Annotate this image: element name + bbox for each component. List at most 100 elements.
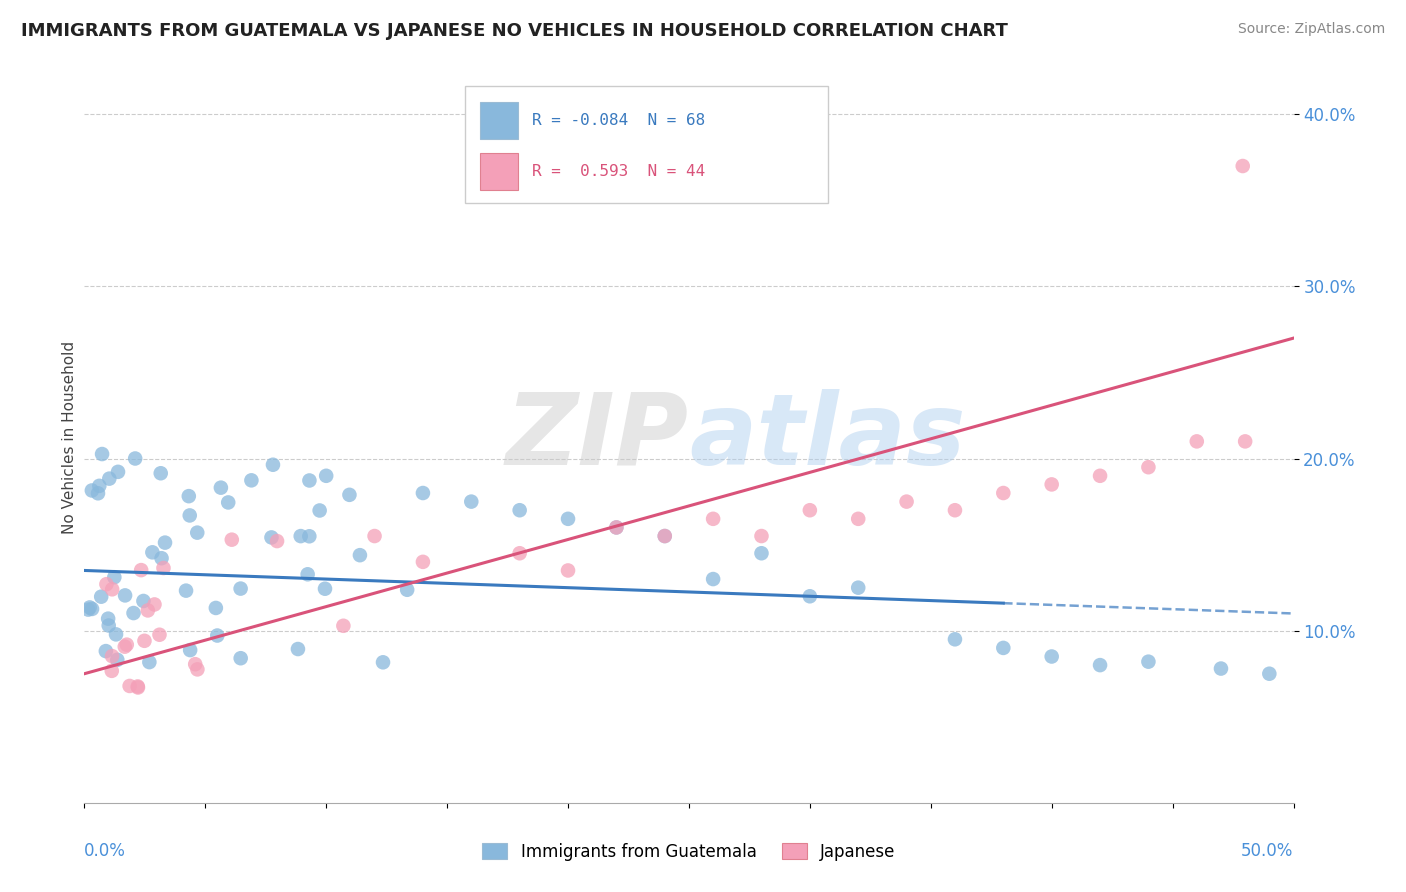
Point [136, 603, 159, 617]
Point [87, 486, 110, 500]
Point [134, 633, 156, 648]
Point [79, 600, 101, 615]
Point [266, 534, 288, 549]
Point [412, 486, 434, 500]
Point [605, 520, 627, 534]
Point [240, 473, 263, 487]
Text: ZIP: ZIP [506, 389, 689, 485]
Point [186, 525, 208, 540]
Point [118, 679, 141, 693]
Point [217, 495, 239, 509]
Point [314, 582, 336, 596]
Point [207, 628, 229, 642]
Point [100, 664, 122, 678]
Point [209, 481, 232, 495]
Text: R = -0.084  N = 68: R = -0.084 N = 68 [531, 113, 704, 128]
Point [138, 655, 160, 669]
Point [101, 582, 124, 597]
Point [90, 590, 112, 604]
Point [702, 512, 724, 526]
Point [1088, 658, 1111, 673]
Point [184, 657, 207, 672]
Text: 50.0%: 50.0% [1241, 842, 1294, 860]
Point [143, 598, 166, 612]
Point [363, 529, 385, 543]
Point [179, 643, 201, 657]
Point [229, 582, 252, 596]
Point [174, 583, 197, 598]
Point [846, 512, 869, 526]
Point [1137, 655, 1160, 669]
Point [846, 581, 869, 595]
Point [97, 618, 120, 632]
Point [799, 589, 821, 603]
Point [124, 451, 146, 466]
Legend: Immigrants from Guatemala, Japanese: Immigrants from Guatemala, Japanese [475, 837, 903, 868]
Point [127, 680, 149, 694]
Point [141, 545, 163, 559]
Point [262, 458, 284, 472]
Point [1137, 460, 1160, 475]
Point [177, 489, 200, 503]
Point [97, 612, 120, 626]
Point [339, 488, 361, 502]
Point [371, 656, 394, 670]
Point [799, 503, 821, 517]
Point [101, 649, 124, 664]
Point [89, 479, 111, 493]
Point [654, 529, 676, 543]
Point [605, 520, 627, 534]
Point [396, 582, 419, 597]
Point [221, 533, 243, 547]
Point [290, 529, 312, 543]
Point [298, 529, 321, 543]
Point [298, 474, 321, 488]
Point [412, 555, 434, 569]
Point [115, 638, 138, 652]
Point [1040, 477, 1063, 491]
Point [96, 577, 118, 591]
Point [896, 494, 918, 508]
Point [943, 503, 966, 517]
Point [557, 512, 579, 526]
Text: atlas: atlas [689, 389, 966, 485]
Point [105, 653, 128, 667]
Text: R =  0.593  N = 44: R = 0.593 N = 44 [531, 164, 704, 179]
Point [460, 494, 482, 508]
Point [77, 602, 100, 616]
Point [122, 606, 145, 620]
Point [751, 546, 773, 560]
Point [297, 567, 319, 582]
Text: Source: ZipAtlas.com: Source: ZipAtlas.com [1237, 22, 1385, 37]
Point [509, 503, 531, 517]
Point [179, 508, 201, 523]
Point [150, 551, 173, 566]
Point [132, 594, 155, 608]
Point [98, 472, 121, 486]
Point [153, 535, 176, 549]
Point [205, 601, 228, 615]
Point [702, 572, 724, 586]
Point [114, 640, 136, 654]
Point [1258, 666, 1281, 681]
Point [557, 564, 579, 578]
FancyBboxPatch shape [479, 153, 519, 190]
FancyBboxPatch shape [465, 86, 828, 203]
Point [993, 486, 1015, 500]
Point [1040, 649, 1063, 664]
Point [94, 644, 117, 658]
Point [229, 651, 252, 665]
Point [1185, 434, 1208, 449]
Text: IMMIGRANTS FROM GUATEMALA VS JAPANESE NO VEHICLES IN HOUSEHOLD CORRELATION CHART: IMMIGRANTS FROM GUATEMALA VS JAPANESE NO… [21, 22, 1008, 40]
Point [80, 483, 103, 498]
Point [127, 681, 149, 695]
Point [332, 619, 354, 633]
Point [993, 640, 1015, 655]
FancyBboxPatch shape [479, 102, 519, 138]
Y-axis label: No Vehicles in Household: No Vehicles in Household [62, 341, 77, 533]
Point [107, 465, 129, 479]
Point [148, 628, 170, 642]
Point [1088, 468, 1111, 483]
Point [149, 467, 172, 481]
Point [105, 627, 128, 641]
